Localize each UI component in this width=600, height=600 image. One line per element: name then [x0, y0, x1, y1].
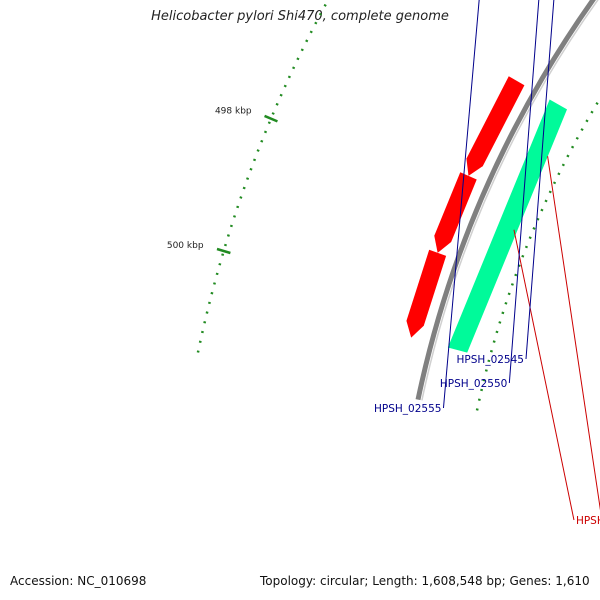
gene-leader-line — [547, 156, 600, 511]
backbone-layer — [415, 0, 599, 401]
genome-summary-text: Topology: circular; Length: 1,608,548 bp… — [260, 574, 590, 588]
tick-label: 498 kbp — [215, 107, 252, 117]
gene-label: HPSH_02545 — [457, 354, 524, 366]
backbone-highlight — [421, 0, 599, 401]
genome-backbone — [415, 0, 597, 401]
gene-label: HPSH_02560 — [576, 515, 600, 527]
forward-gene-arrow — [406, 249, 447, 338]
gene-block — [447, 99, 568, 353]
tick-mark — [216, 247, 231, 255]
gene-label: HPSH_02550 — [440, 378, 507, 390]
forward-gene-arrow — [434, 172, 477, 253]
tick-layer: 480 kbp482 kbp484 kbp486 kbp488 kbp490 k… — [167, 0, 600, 413]
tick-label: 500 kbp — [167, 241, 204, 251]
gene-layer — [406, 76, 568, 353]
forward-gene-arrow — [466, 76, 525, 176]
map-title: Helicobacter pylori Shi470, complete gen… — [151, 9, 449, 24]
gene-leader-line — [513, 229, 575, 521]
gene-leader-line — [508, 0, 540, 384]
gene-leader-line — [442, 0, 480, 409]
gene-leader-line — [525, 0, 555, 360]
tick-mark — [264, 114, 278, 123]
gene-label: HPSH_02555 — [374, 403, 441, 415]
accession-text: Accession: NC_010698 — [10, 574, 147, 588]
label-layer: hypAHPSH_02470lpxBgreAdutHPSH_02490HPSH_… — [374, 0, 600, 527]
